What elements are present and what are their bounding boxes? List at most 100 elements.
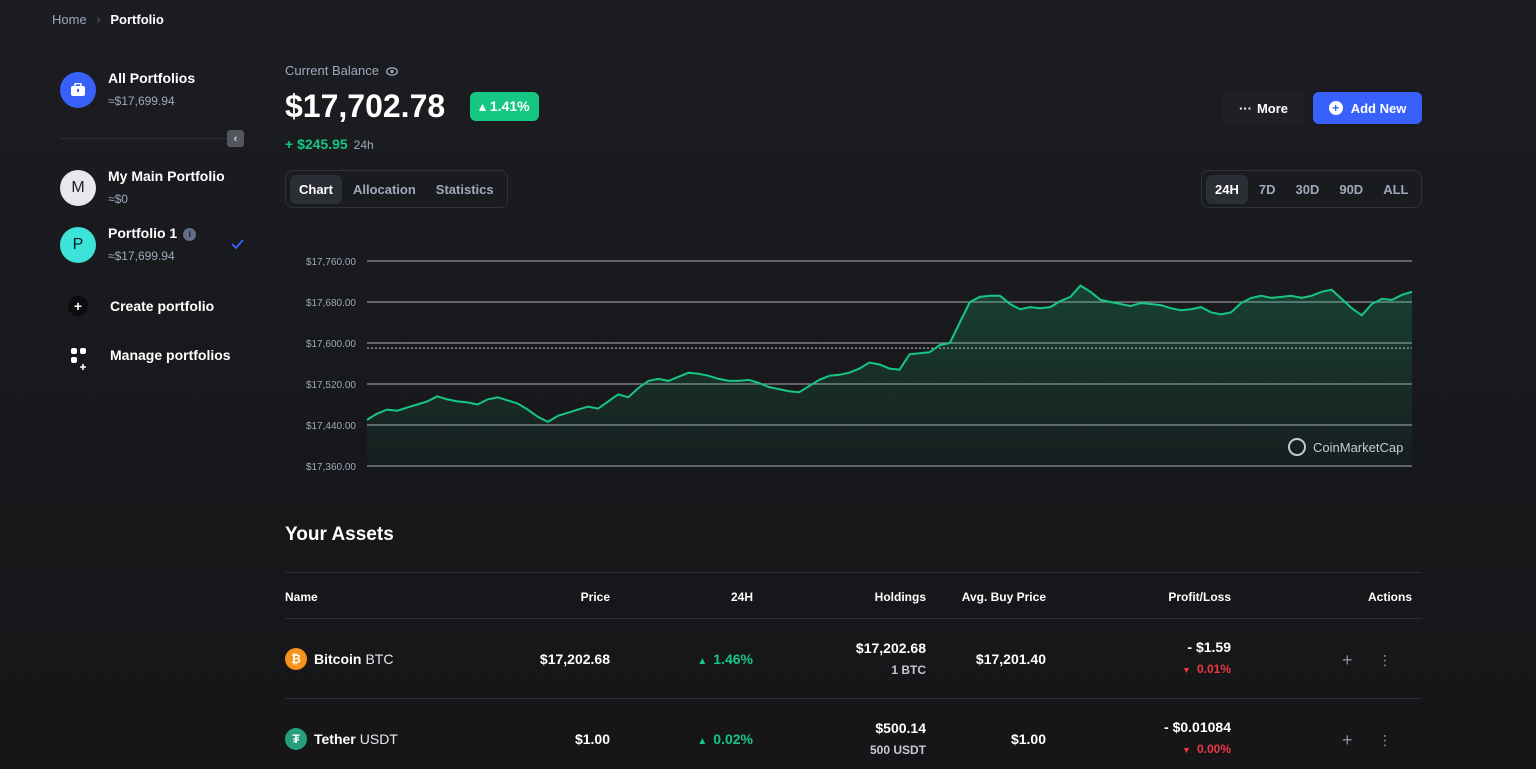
eye-icon[interactable] [385, 64, 398, 78]
all-portfolios-value: ≈$17,699.94 [108, 94, 175, 108]
breadcrumb: Home › Portfolio [52, 12, 164, 27]
all-portfolios-name: All Portfolios [108, 70, 196, 86]
coin-name[interactable]: Bitcoin [314, 651, 362, 667]
portfolio-item[interactable]: M My Main Portfolio ≈$0 [52, 158, 225, 206]
chevron-right-icon: › [96, 13, 101, 26]
portfolio-name: Portfolio 1 [108, 225, 178, 241]
portfolio-value: ≈$17,699.94 [108, 249, 175, 263]
col-24h[interactable]: 24H [730, 590, 753, 604]
add-transaction-icon[interactable]: + [1342, 650, 1353, 670]
more-button[interactable]: ··· More [1222, 92, 1305, 124]
avg-buy-price: $1.00 [1010, 731, 1046, 747]
breadcrumb-current: Portfolio [110, 12, 164, 27]
bitcoin-icon: ₿ [285, 648, 307, 670]
avg-buy-price: $17,201.40 [975, 651, 1046, 667]
add-transaction-icon[interactable]: + [1342, 730, 1353, 750]
view-tabs: Chart Allocation Statistics [285, 170, 508, 208]
coin-symbol: USDT [359, 731, 398, 747]
portfolio-avatar: P [60, 227, 96, 263]
plus-icon: + [68, 296, 88, 316]
info-icon[interactable]: i [183, 227, 197, 241]
y-tick-label: $17,760.00 [306, 257, 356, 268]
grid-icon [68, 345, 88, 370]
coin-change: 0.02% [713, 731, 753, 747]
create-portfolio-button[interactable]: + Create portfolio [68, 296, 214, 316]
tab-allocation[interactable]: Allocation [352, 181, 416, 197]
check-icon [231, 236, 244, 252]
holdings-amount: 1 BTC [891, 663, 926, 677]
add-new-label: Add New [1350, 100, 1407, 116]
more-dots-icon: ··· [1238, 100, 1252, 116]
balance-change-pct: 1.41% [489, 98, 530, 114]
y-tick-label: $17,360.00 [306, 462, 356, 473]
coin-price: $17,202.68 [539, 651, 610, 667]
col-profit-loss[interactable]: Profit/Loss [1168, 590, 1231, 604]
coin-price: $1.00 [574, 731, 610, 747]
more-actions-icon[interactable]: ⋮ [1378, 652, 1392, 668]
portfolio-name: My Main Portfolio [108, 168, 225, 184]
sidebar-divider [60, 138, 244, 139]
profit-loss-pct: 0.01% [1196, 662, 1231, 676]
caret-up-icon: ▲ [697, 656, 708, 667]
table-row[interactable]: ₮ Tether USDT $1.00 ▲ 0.02% $500.14 500 US… [285, 699, 1422, 769]
y-tick-label: $17,520.00 [306, 380, 356, 391]
tether-icon: ₮ [285, 728, 307, 750]
manage-portfolios-label: Manage portfolios [110, 347, 231, 363]
caret-up-icon: ▲ [697, 736, 708, 747]
change-amount: + $245.95 [285, 136, 348, 152]
portfolio-item[interactable]: P Portfolio 1 i ≈$17,699.94 [52, 215, 197, 263]
y-tick-label: $17,680.00 [306, 298, 356, 309]
holdings-value: $500.14 [875, 720, 926, 736]
area-fill [367, 285, 1412, 466]
assets-table: Name Price 24H Holdings Avg. Buy Price P… [285, 572, 1422, 769]
tab-statistics[interactable]: Statistics [435, 181, 494, 197]
series-line [366, 284, 1413, 424]
breadcrumb-home-link[interactable]: Home [52, 12, 87, 27]
holdings-amount: 500 USDT [869, 743, 926, 757]
range-24h[interactable]: 24H [1206, 174, 1248, 204]
range-all[interactable]: ALL [1383, 181, 1409, 197]
coinmarketcap-logo: CoinMarketCap [1288, 438, 1403, 456]
col-holdings[interactable]: Holdings [874, 590, 926, 604]
watermark-text: CoinMarketCap [1313, 440, 1403, 455]
assets-title: Your Assets [285, 524, 394, 545]
portfolio-avatar: M [60, 170, 96, 206]
caret-down-icon: ▼ [1182, 745, 1191, 755]
col-name[interactable]: Name [285, 590, 318, 604]
more-actions-icon[interactable]: ⋮ [1378, 732, 1392, 748]
portfolio-value: ≈$0 [108, 192, 128, 206]
create-portfolio-label: Create portfolio [110, 298, 215, 314]
col-price[interactable]: Price [580, 590, 610, 604]
col-actions: Actions [1367, 590, 1412, 604]
table-row[interactable]: ₿ Bitcoin BTC $17,202.68 ▲ 1.46% $17,202.6… [285, 619, 1422, 699]
profit-loss-pct: 0.00% [1196, 742, 1231, 756]
balance-chart[interactable]: $17,760.00 $17,680.00 $17,600.00 $17,520.00… [285, 240, 1422, 480]
range-tabs: 24H 7D 30D 90D ALL [1201, 170, 1423, 208]
caret-up-icon: ▴ [479, 98, 487, 114]
balance-value: $17,702.78 [285, 88, 446, 124]
table-header: Name Price 24H Holdings Avg. Buy Price P… [285, 572, 1422, 619]
briefcase-icon [60, 72, 96, 108]
change-period: 24h [353, 138, 374, 152]
range-7d[interactable]: 7D [1258, 181, 1276, 197]
all-portfolios-item[interactable]: All Portfolios ≈$17,699.94 [52, 60, 195, 108]
range-90d[interactable]: 90D [1339, 181, 1364, 197]
coin-name[interactable]: Tether [314, 731, 356, 747]
balance-change-badge: ▴ 1.41% [470, 92, 539, 121]
profit-loss-value: - $1.59 [1187, 639, 1231, 655]
coin-symbol: BTC [365, 651, 394, 667]
profit-loss-value: - $0.01084 [1164, 719, 1231, 735]
coin-change: 1.46% [713, 651, 753, 667]
current-balance-label: Current Balance [285, 63, 379, 78]
col-avg-buy-price[interactable]: Avg. Buy Price [961, 590, 1046, 604]
caret-down-icon: ▼ [1182, 665, 1191, 675]
tab-chart[interactable]: Chart [290, 174, 342, 204]
chevron-left-icon[interactable]: ‹ [227, 130, 244, 147]
manage-portfolios-button[interactable]: Manage portfolios [68, 345, 231, 370]
holdings-value: $17,202.68 [855, 640, 926, 656]
y-tick-label: $17,440.00 [306, 421, 356, 432]
chart-svg[interactable]: $17,760.00 $17,680.00 $17,600.00 $17,520.00… [285, 240, 1422, 480]
y-tick-label: $17,600.00 [306, 339, 356, 350]
range-30d[interactable]: 30D [1295, 181, 1320, 197]
add-new-button[interactable]: + Add New [1313, 92, 1422, 124]
